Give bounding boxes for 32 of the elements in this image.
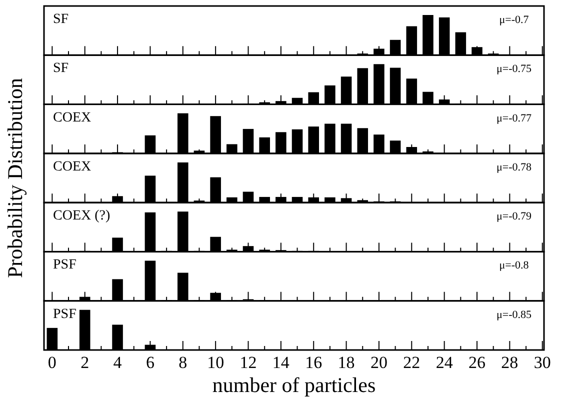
annotation: μ=-0.79 xyxy=(496,210,532,223)
chart-title: COEX xyxy=(53,159,92,174)
x-tick-label: 26 xyxy=(468,353,486,372)
x-tick-label: 6 xyxy=(146,353,154,372)
x-tick-label: 0 xyxy=(48,353,56,372)
chart-title: SF xyxy=(53,12,69,27)
x-tick-label: 2 xyxy=(80,353,90,372)
chart-title: COEX xyxy=(53,110,92,126)
annotation: μ=-0.78 xyxy=(496,161,532,174)
x-tick-label: 28 xyxy=(501,353,518,372)
x-tick-label: 30 xyxy=(534,353,551,372)
x-tick-label: 22 xyxy=(403,353,420,372)
annotation: μ=-0.75 xyxy=(496,63,532,76)
x-tick-label: 8 xyxy=(178,353,188,372)
x-tick-label: 14 xyxy=(272,353,290,372)
x-tick-label: 24 xyxy=(436,353,454,372)
x-tick-label: 4 xyxy=(113,353,122,372)
annotation: μ=-0.77 xyxy=(496,112,532,124)
chart-title: SF xyxy=(53,61,69,76)
x-tick-label: 16 xyxy=(305,353,322,372)
x-tick-label: 12 xyxy=(240,353,257,372)
x-tick-label: 10 xyxy=(207,353,224,372)
annotation: μ=-0.8 xyxy=(499,260,530,272)
chart-title: PSF xyxy=(53,258,77,273)
annotation: μ=-0.85 xyxy=(496,308,532,321)
x-axis-title: number of particles xyxy=(212,373,376,397)
annotation: μ=-0.7 xyxy=(499,14,530,26)
chart-title: PSF xyxy=(53,306,77,322)
x-tick-label: 20 xyxy=(370,353,388,372)
x-tick-label: 18 xyxy=(338,353,355,372)
y-axis-title: Probability Distribution xyxy=(3,77,27,278)
chart-title: COEX (?) xyxy=(53,208,110,224)
